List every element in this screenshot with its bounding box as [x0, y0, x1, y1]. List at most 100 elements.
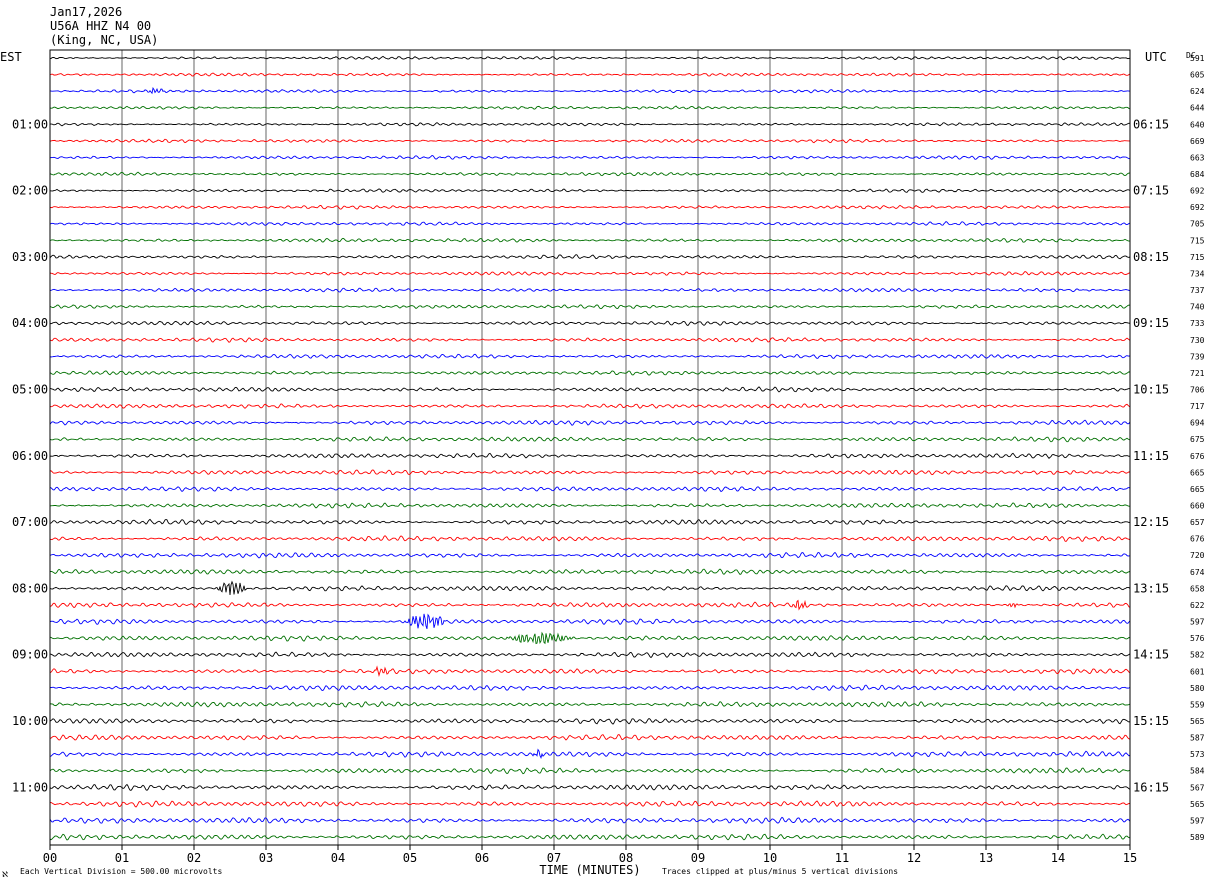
- dc-offset-row-47: 589: [1190, 833, 1205, 842]
- right-time-label-20: 10:15: [1133, 382, 1169, 396]
- dc-offset-row-9: 692: [1190, 203, 1205, 212]
- dc-offset-row-17: 730: [1190, 336, 1205, 345]
- dc-offset-row-23: 675: [1190, 435, 1205, 444]
- seismic-trace-row-35: [49, 631, 1131, 645]
- x-tick-label-05: 05: [403, 851, 417, 865]
- station-location: (King, NC, USA): [50, 33, 159, 47]
- x-tick-label-06: 06: [475, 851, 489, 865]
- seismic-trace-row-31: [49, 568, 1131, 575]
- seismic-trace-row-8: [49, 188, 1131, 193]
- x-tick-label-07: 07: [547, 851, 561, 865]
- seismic-trace-row-13: [49, 270, 1131, 276]
- seismic-trace-row-27: [49, 502, 1130, 509]
- x-tick-label-03: 03: [259, 851, 273, 865]
- seismic-trace-row-43: [49, 767, 1131, 775]
- left-time-label-16: 04:00: [12, 316, 48, 330]
- seismic-trace-row-0: [50, 55, 1131, 61]
- seismic-trace-row-47: [49, 833, 1131, 841]
- dc-offset-row-41: 587: [1190, 734, 1205, 743]
- left-time-label-28: 07:00: [12, 515, 48, 529]
- seismic-trace-row-37: [49, 665, 1131, 677]
- left-time-label-4: 01:00: [12, 117, 48, 131]
- seismic-trace-row-2: [49, 86, 1130, 95]
- station-id: U56A HHZ N4 00: [50, 19, 152, 33]
- seismic-trace-row-44: [49, 783, 1131, 791]
- dc-offset-row-18: 739: [1190, 352, 1205, 361]
- right-time-label-12: 08:15: [1133, 250, 1169, 264]
- left-time-label-12: 03:00: [12, 250, 48, 264]
- clip-note: Traces clipped at plus/minus 5 vertical …: [662, 867, 898, 876]
- seismic-trace-row-21: [49, 403, 1131, 409]
- x-tick-label-10: 10: [763, 851, 777, 865]
- seismic-trace-row-42: [50, 748, 1131, 759]
- seismic-trace-row-15: [49, 304, 1131, 310]
- dc-offset-row-21: 717: [1190, 402, 1205, 411]
- dc-offset-row-30: 720: [1190, 551, 1205, 560]
- dc-offset-row-33: 622: [1190, 601, 1205, 610]
- seismic-traces: [49, 55, 1131, 841]
- x-tick-label-12: 12: [907, 851, 921, 865]
- left-time-label-20: 05:00: [12, 382, 48, 396]
- left-time-labels: 01:00 02:00 03:00 04:00 05:00 06:00 07:00 08:00…: [12, 117, 48, 794]
- seismic-trace-row-22: [49, 419, 1131, 426]
- seismic-trace-row-14: [49, 287, 1131, 293]
- seismic-trace-row-4: [49, 122, 1131, 127]
- dc-offset-row-19: 721: [1190, 369, 1205, 378]
- dc-offset-row-8: 692: [1190, 187, 1205, 196]
- right-time-label-24: 11:15: [1133, 449, 1169, 463]
- dc-offset-row-7: 684: [1190, 170, 1205, 179]
- seismic-trace-row-12: [49, 254, 1131, 260]
- dc-offset-row-40: 565: [1190, 717, 1205, 726]
- dc-offset-row-11: 715: [1190, 236, 1205, 245]
- seismic-trace-row-29: [49, 535, 1131, 543]
- x-tick-label-14: 14: [1051, 851, 1065, 865]
- dc-offset-row-10: 705: [1190, 220, 1205, 229]
- x-tick-label-11: 11: [835, 851, 849, 865]
- seismic-trace-row-32: [49, 580, 1131, 595]
- dc-offset-row-45: 565: [1190, 800, 1205, 809]
- seismic-trace-row-24: [49, 452, 1131, 459]
- x-tick-label-08: 08: [619, 851, 633, 865]
- dc-offset-row-46: 597: [1190, 816, 1205, 825]
- dc-offset-row-38: 580: [1190, 684, 1205, 693]
- seismic-trace-row-18: [49, 353, 1131, 359]
- dc-offset-row-37: 601: [1190, 667, 1205, 676]
- x-tick-label-00: 00: [43, 851, 57, 865]
- seismic-trace-row-10: [49, 221, 1131, 226]
- left-time-label-40: 10:00: [12, 714, 48, 728]
- seismic-trace-row-7: [49, 171, 1130, 177]
- seismic-trace-row-33: [49, 599, 1131, 611]
- dc-offset-row-32: 658: [1190, 584, 1205, 593]
- seismic-trace-row-20: [50, 386, 1131, 393]
- dc-offset-row-24: 676: [1190, 452, 1205, 461]
- left-time-label-36: 09:00: [12, 648, 48, 662]
- right-time-label-32: 13:15: [1133, 581, 1169, 595]
- scale-note: Each Vertical Division = 500.00 microvol…: [20, 867, 222, 876]
- dc-offset-row-35: 576: [1190, 634, 1205, 643]
- dc-offset-row-36: 582: [1190, 651, 1205, 660]
- dc-offset-row-28: 657: [1190, 518, 1205, 527]
- right-zone-label: UTC: [1145, 50, 1167, 64]
- right-time-label-4: 06:15: [1133, 117, 1169, 131]
- dc-offset-row-14: 737: [1190, 286, 1205, 295]
- dc-offset-row-27: 660: [1190, 502, 1205, 511]
- dc-offset-row-15: 740: [1190, 303, 1205, 312]
- seismic-trace-row-34: [49, 613, 1131, 629]
- left-time-label-32: 08:00: [12, 581, 48, 595]
- seismic-trace-row-46: [49, 816, 1131, 824]
- plot-date: Jan17,2026: [50, 5, 123, 19]
- plot-frame: [49, 49, 1131, 846]
- dc-offset-row-44: 567: [1190, 783, 1205, 792]
- right-time-label-44: 16:15: [1133, 780, 1169, 794]
- x-tick-label-13: 13: [979, 851, 993, 865]
- dc-offset-row-1: 605: [1190, 71, 1205, 80]
- dc-offset-row-22: 694: [1190, 419, 1205, 428]
- dc-offset-row-25: 665: [1190, 468, 1205, 477]
- dc-offset-row-2: 624: [1190, 87, 1205, 96]
- seismic-trace-row-38: [49, 684, 1131, 691]
- x-tick-label-09: 09: [691, 851, 705, 865]
- left-zone-label: EST: [0, 50, 22, 64]
- seismic-trace-row-19: [49, 370, 1131, 376]
- seismic-trace-row-28: [49, 518, 1131, 526]
